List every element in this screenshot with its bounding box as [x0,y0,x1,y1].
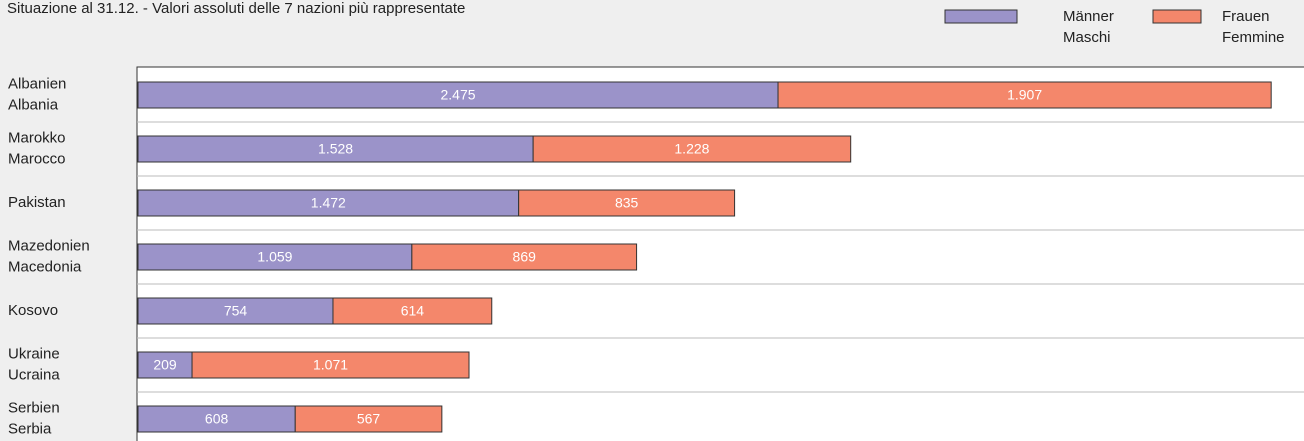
legend-swatch [1152,9,1202,24]
value-label: 1.071 [313,357,348,373]
bar-segment [294,405,443,433]
legend-label: Maschi [1063,29,1111,46]
bar-segment [777,81,1272,109]
category-label: Marokko [8,129,66,146]
bar-segment [137,351,193,379]
bar-segment [137,81,779,109]
category-label: Serbien [8,399,60,416]
bar-segment [411,243,638,271]
category-label: Ucraina [8,366,60,383]
category-label: Macedonia [8,258,82,275]
value-label: 1.528 [318,141,353,157]
value-label: 835 [615,195,639,211]
bar-segment [137,405,296,433]
legend-label: Femmine [1222,29,1285,46]
category-label: Albanien [8,75,66,92]
value-label: 614 [401,303,425,319]
value-label: 608 [205,411,229,427]
category-label: Ukraine [8,345,60,362]
legend-swatch [944,9,1018,24]
value-label: 1.907 [1007,87,1042,103]
bar-segment [518,189,736,217]
category-label: Pakistan [8,194,66,211]
legend-label: Frauen [1222,8,1270,25]
legend-label: Männer [1063,8,1114,25]
bar-segment [332,297,493,325]
chart-title: Situazione al 31.12. - Valori assoluti d… [7,0,465,17]
bar-segment [532,135,852,163]
value-label: 567 [357,411,381,427]
category-label: Serbia [8,420,52,437]
category-label: Mazedonien [8,237,90,254]
category-label: Marocco [8,150,66,167]
category-label: Albania [8,96,59,113]
value-label: 754 [224,303,248,319]
bar-segment [191,351,470,379]
value-label: 1.472 [311,195,346,211]
bar-segment [137,297,334,325]
value-label: 1.059 [257,249,292,265]
value-label: 2.475 [440,87,475,103]
category-label: Kosovo [8,302,58,319]
value-label: 869 [513,249,537,265]
value-label: 209 [153,357,177,373]
bar-segment [137,243,413,271]
value-label: 1.228 [674,141,709,157]
